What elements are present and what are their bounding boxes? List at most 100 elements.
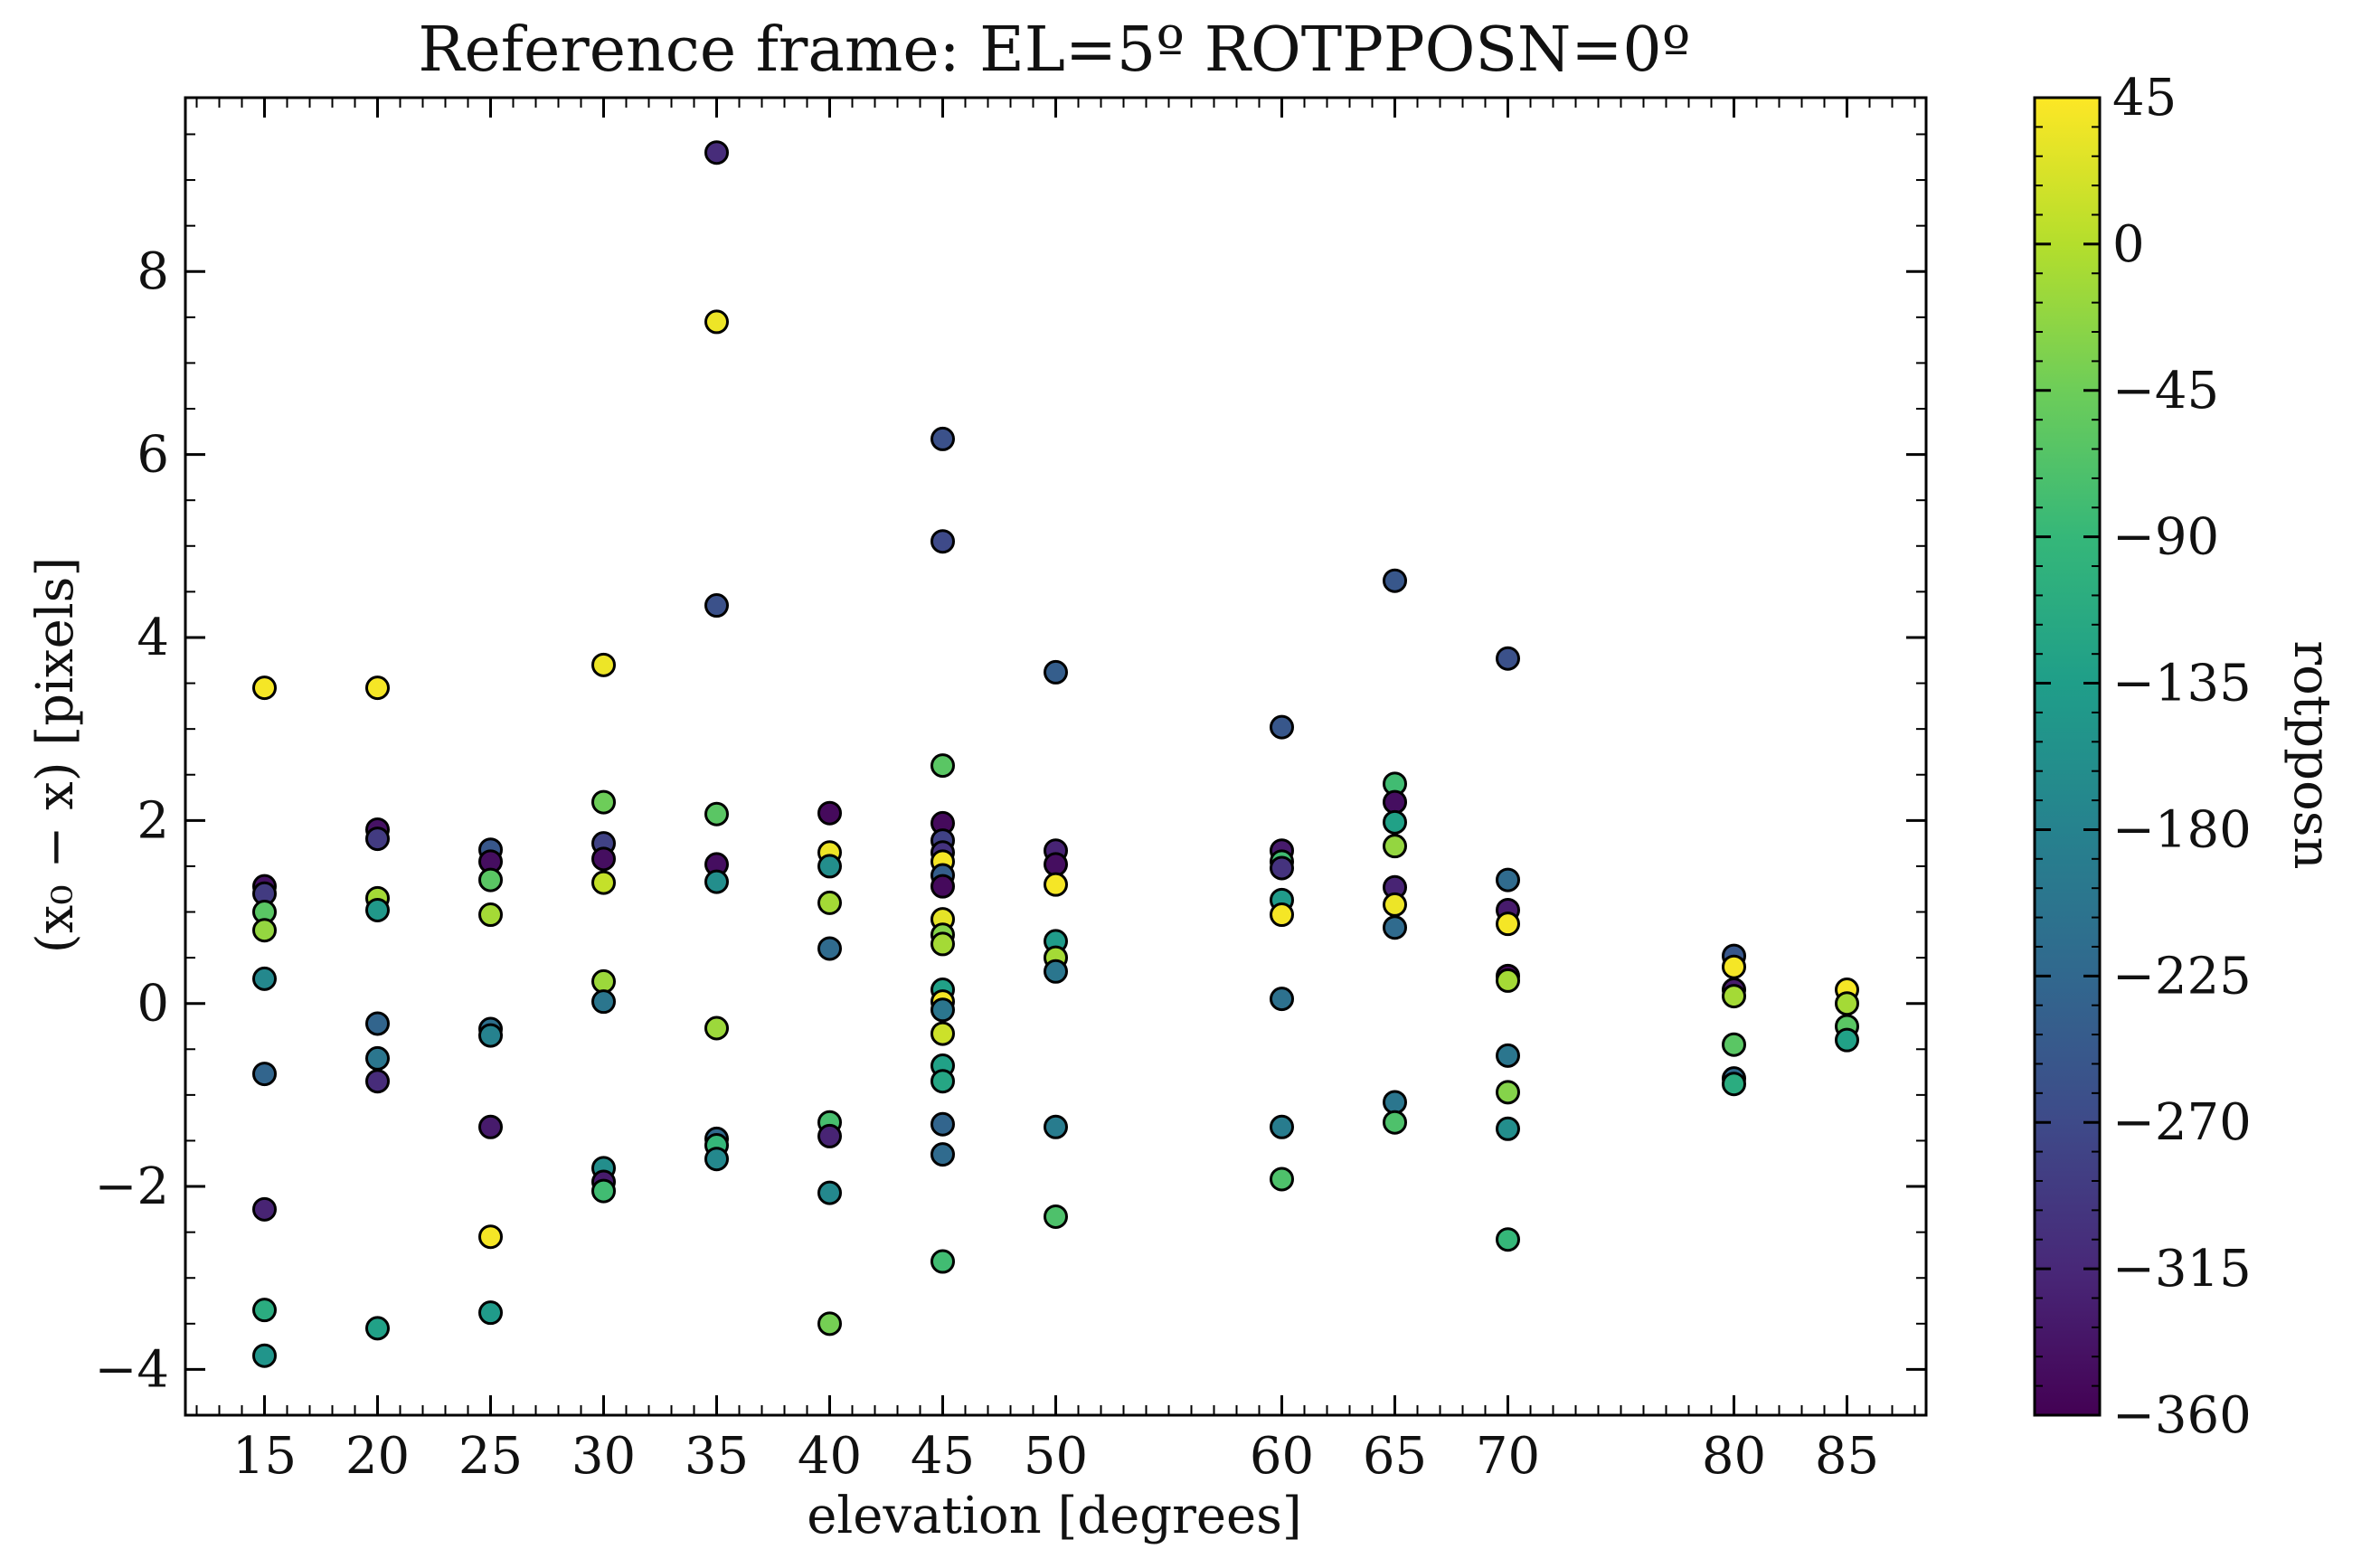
x-tick-label: 80	[1702, 1427, 1766, 1486]
data-point	[817, 890, 842, 915]
chart-title: Reference frame: EL=5º ROTPPOSN=0º	[418, 14, 1690, 86]
colorbar-tick-label: −180	[2112, 800, 2252, 859]
x-tick-label: 60	[1250, 1427, 1314, 1486]
data-point	[817, 936, 842, 961]
x-tick-label: 30	[571, 1427, 636, 1486]
data-point	[1496, 867, 1520, 893]
data-point	[1383, 892, 1407, 917]
data-point	[478, 1300, 503, 1326]
data-point	[252, 918, 277, 943]
data-point	[1496, 1227, 1520, 1252]
x-tick-label: 40	[798, 1427, 862, 1486]
data-point	[1270, 855, 1294, 881]
colorbar-tick-label: 0	[2112, 215, 2145, 274]
data-point	[1722, 1032, 1746, 1057]
data-point	[930, 874, 955, 899]
y-tick-label: 2	[137, 791, 169, 850]
data-point	[1270, 1114, 1294, 1139]
data-point	[817, 1311, 842, 1337]
colorbar-tick-label: −270	[2112, 1093, 2252, 1152]
data-point	[252, 966, 277, 991]
data-point	[704, 140, 729, 165]
data-point	[704, 869, 729, 894]
colorbar-ticks	[2035, 96, 2100, 1417]
x-tick-label: 70	[1476, 1427, 1540, 1486]
data-point	[1044, 872, 1068, 897]
y-tick-label: 0	[137, 975, 169, 1034]
x-axis-label: elevation [degrees]	[807, 1487, 1302, 1545]
y-axis-label: (x₀ − x) [pixels]	[26, 557, 85, 953]
data-point	[1383, 568, 1407, 593]
data-point	[817, 1123, 842, 1148]
colorbar-tick-label: −45	[2112, 362, 2219, 420]
data-point	[1496, 1043, 1520, 1068]
x-tick-label: 50	[1024, 1427, 1088, 1486]
data-point	[252, 1062, 277, 1087]
data-point	[365, 897, 390, 922]
y-tick-label: −4	[94, 1340, 169, 1399]
y-tick-label: 6	[137, 426, 169, 485]
data-point	[591, 846, 616, 872]
data-point	[478, 1114, 503, 1139]
data-point	[930, 529, 955, 554]
data-point	[478, 867, 503, 893]
x-tick-label: 20	[345, 1427, 410, 1486]
colorbar-gradient	[2033, 96, 2102, 1417]
minor-ticks	[185, 98, 1926, 1416]
colorbar-tick-label: −315	[2112, 1240, 2252, 1299]
data-point	[817, 854, 842, 879]
data-point	[1496, 1080, 1520, 1105]
colorbar-label: rotpposn	[2282, 640, 2341, 869]
data-point	[930, 1021, 955, 1046]
data-point	[1270, 987, 1294, 1012]
data-point	[1044, 852, 1068, 877]
data-point	[1496, 968, 1520, 993]
data-point	[1383, 1090, 1407, 1115]
data-point	[478, 902, 503, 928]
data-point	[817, 800, 842, 826]
data-point	[930, 426, 955, 451]
x-tick-label: 15	[232, 1427, 297, 1486]
data-point	[704, 593, 729, 619]
data-point	[1835, 991, 1859, 1016]
data-point	[930, 997, 955, 1023]
y-tick-label: 8	[137, 242, 169, 301]
data-point	[704, 1147, 729, 1172]
y-tick-label: −2	[94, 1157, 169, 1216]
plot-area: 15 20 25 30 35 40 45 50 60 65 70 80 85 −4 −2 0 2 4 6 8	[94, 96, 1928, 1486]
colorbar-tick-labels: 45 0 −45 −90 −135 −180 −225 −270 −315 −360	[2112, 69, 2252, 1445]
colorbar: 45 0 −45 −90 −135 −180 −225 −270 −315 −360 rotppo…	[2033, 69, 2341, 1445]
data-point	[1383, 1110, 1407, 1135]
data-point	[930, 1142, 955, 1167]
data-point	[1383, 789, 1407, 815]
y-tick-labels: −4 −2 0 2 4 6 8	[94, 242, 169, 1399]
x-tick-label: 85	[1815, 1427, 1879, 1486]
data-point	[1496, 1116, 1520, 1141]
data-point	[1722, 984, 1746, 1009]
data-point	[930, 1069, 955, 1094]
data-point	[1496, 646, 1520, 671]
x-tick-label: 25	[458, 1427, 523, 1486]
data-point	[1270, 714, 1294, 740]
data-point	[591, 968, 616, 994]
x-tick-labels: 15 20 25 30 35 40 45 50 60 65 70 80 85	[232, 1427, 1879, 1486]
x-tick-label: 45	[911, 1427, 975, 1486]
data-point	[591, 789, 616, 815]
data-point	[591, 870, 616, 895]
data-point	[930, 1249, 955, 1274]
data-point	[1835, 1027, 1859, 1053]
data-point	[252, 675, 277, 701]
data-point	[478, 1023, 503, 1048]
data-point	[252, 1343, 277, 1368]
colorbar-tick-label: −90	[2112, 508, 2219, 567]
colorbar-tick-label: 45	[2112, 69, 2177, 128]
y-tick-label: 4	[137, 609, 169, 667]
data-point	[365, 827, 390, 852]
x-tick-label: 35	[685, 1427, 749, 1486]
data-point	[365, 1011, 390, 1036]
colorbar-tick-label: −360	[2112, 1386, 2252, 1445]
data-point	[704, 801, 729, 827]
data-point	[1722, 954, 1746, 979]
data-point	[591, 989, 616, 1015]
